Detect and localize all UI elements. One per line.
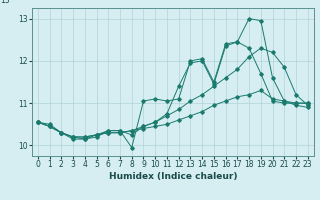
X-axis label: Humidex (Indice chaleur): Humidex (Indice chaleur) [108, 172, 237, 181]
Text: 13: 13 [0, 0, 10, 5]
